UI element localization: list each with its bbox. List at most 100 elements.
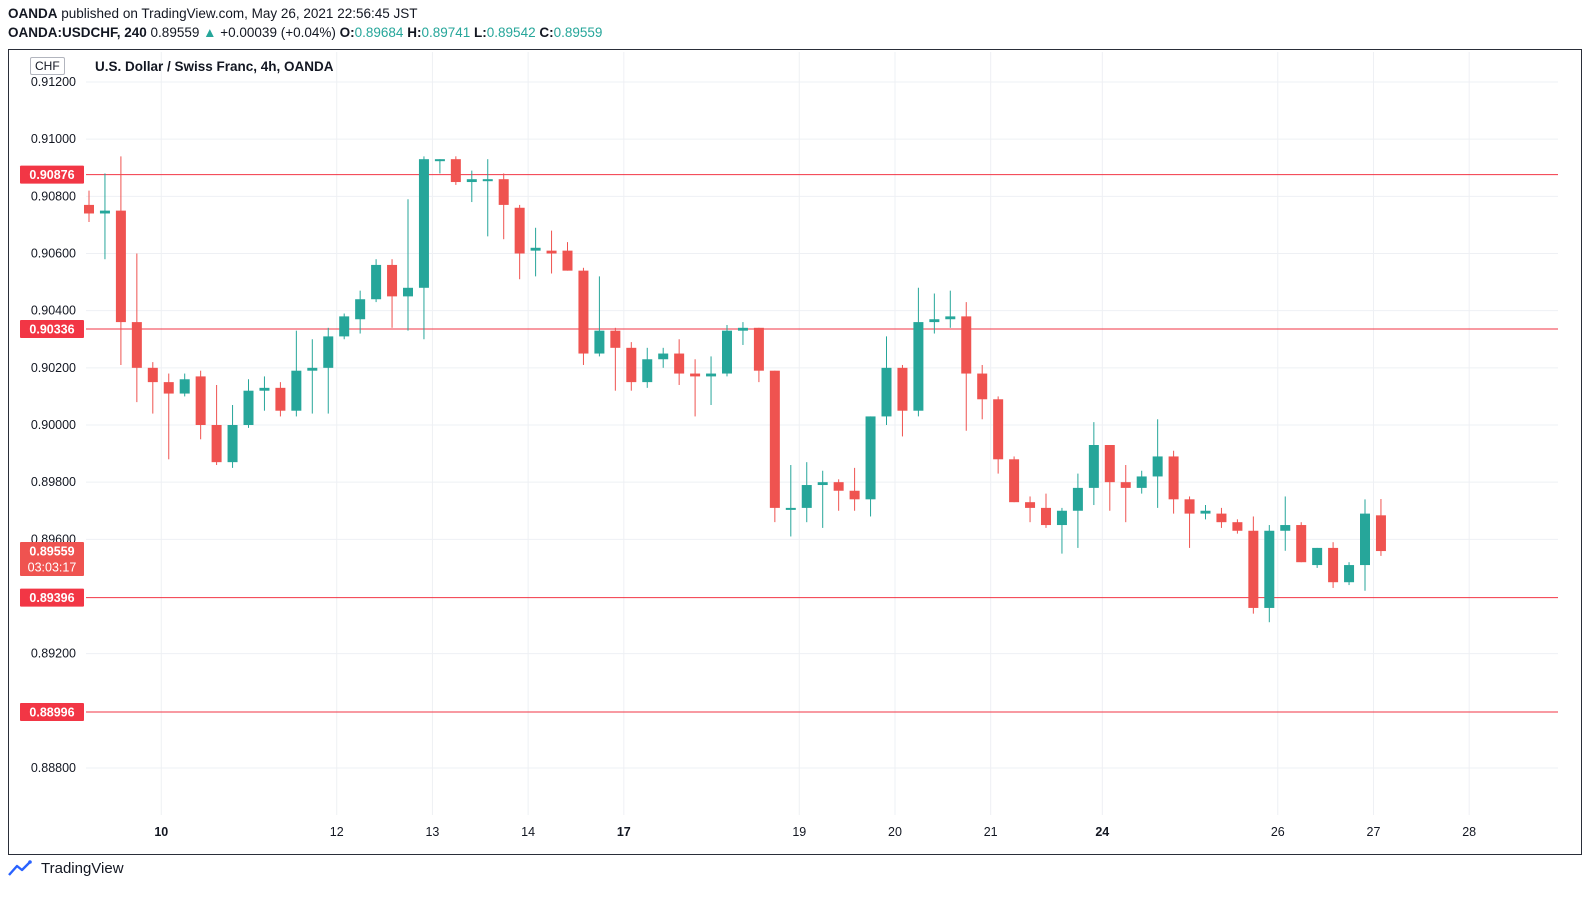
candle [1120, 465, 1131, 523]
y-tick-label: 0.90800 [31, 189, 76, 203]
candle [1216, 507, 1227, 528]
tradingview-logo-icon [8, 860, 32, 876]
tradingview-logo[interactable]: TradingView [8, 858, 124, 878]
candle-body [466, 179, 477, 183]
candle-body [610, 330, 621, 348]
low-label: L: [474, 25, 487, 40]
candle-body [1232, 522, 1243, 531]
candle [1360, 499, 1370, 591]
level-label: 0.90876 [29, 168, 74, 182]
candle [993, 396, 1004, 474]
level-label: 0.89396 [29, 591, 74, 605]
candle-body [195, 376, 206, 425]
candle [658, 347, 669, 368]
y-tick-label: 0.89800 [31, 475, 76, 489]
candle [466, 170, 477, 203]
candle [1072, 473, 1083, 548]
candle-body [1120, 482, 1131, 488]
candle-body [658, 353, 669, 360]
candle-body [737, 327, 748, 331]
candle [115, 156, 126, 365]
candle [179, 373, 190, 397]
brand-name: TradingView [41, 859, 124, 877]
x-tick-label: 27 [1367, 825, 1381, 839]
grid [86, 52, 1558, 815]
candle-body [131, 322, 142, 368]
candle [546, 230, 557, 274]
candle-body [1025, 502, 1036, 508]
y-tick-label: 0.90200 [31, 361, 76, 375]
candle [897, 364, 908, 437]
candle-body [84, 204, 94, 214]
candle-body [753, 327, 764, 371]
candle [769, 370, 780, 523]
candle [1280, 496, 1291, 551]
currency-badge[interactable]: CHF [30, 57, 65, 75]
candle-body [897, 367, 908, 411]
candle [833, 479, 844, 511]
candle [737, 322, 748, 345]
candle [1312, 547, 1323, 568]
candle [1056, 507, 1067, 554]
candle-body [482, 179, 493, 182]
x-tick-label: 13 [425, 825, 439, 839]
candle [626, 342, 637, 391]
candle-body [99, 210, 110, 214]
candle [275, 382, 286, 417]
candle-body [227, 425, 238, 463]
candle [753, 327, 764, 383]
y-tick-label: 0.91000 [31, 132, 76, 146]
last-price-label-box [20, 542, 84, 577]
candle [434, 159, 445, 174]
candle [1184, 496, 1195, 548]
candle-body [945, 316, 956, 320]
candle [929, 293, 940, 334]
candle [865, 416, 876, 517]
candle-body [1344, 565, 1355, 583]
published-text: published on TradingView.com, May 26, 20… [61, 6, 418, 21]
candle-body [929, 319, 940, 323]
candle-body [594, 330, 605, 354]
candle-body [1280, 525, 1291, 531]
price-change: +0.00039 (+0.04%) [220, 25, 336, 40]
candle-body [259, 387, 270, 391]
candle [594, 276, 605, 357]
candle-body [418, 159, 429, 288]
candle [243, 379, 254, 428]
candle-body [403, 287, 413, 297]
candle [323, 327, 334, 414]
y-tick-label: 0.89200 [31, 647, 76, 661]
candle-body [1312, 547, 1323, 566]
candle-body [514, 207, 525, 254]
candle-body [562, 250, 573, 271]
candle [1344, 562, 1355, 586]
candle [1375, 499, 1386, 556]
candle [690, 359, 701, 417]
candle-body [769, 370, 780, 508]
candle [945, 290, 956, 328]
candle [801, 462, 812, 523]
candle [785, 465, 796, 537]
y-tick-label: 0.88800 [31, 761, 76, 775]
candle-body [1041, 507, 1051, 526]
candle [450, 156, 461, 185]
candle-body [163, 382, 174, 394]
close-value: 0.89559 [553, 25, 603, 40]
high-value: 0.89741 [421, 25, 471, 40]
candle-body [450, 159, 461, 183]
candle-body [1152, 456, 1163, 477]
candle [674, 339, 685, 385]
last-price: 0.89559 [150, 25, 200, 40]
chart-title: U.S. Dollar / Swiss Franc, 4h, OANDA [95, 59, 334, 74]
open-value: 0.89684 [354, 25, 404, 40]
candle-body [307, 367, 318, 371]
x-tick-label: 10 [154, 825, 168, 839]
last-price-label: 0.89559 [29, 545, 74, 559]
candle-body [1328, 547, 1339, 583]
publisher-name: OANDA [8, 6, 58, 21]
candle-body [434, 159, 445, 162]
candle [1136, 470, 1147, 494]
candle-body [1184, 499, 1195, 514]
y-tick-label: 0.90000 [31, 418, 76, 432]
